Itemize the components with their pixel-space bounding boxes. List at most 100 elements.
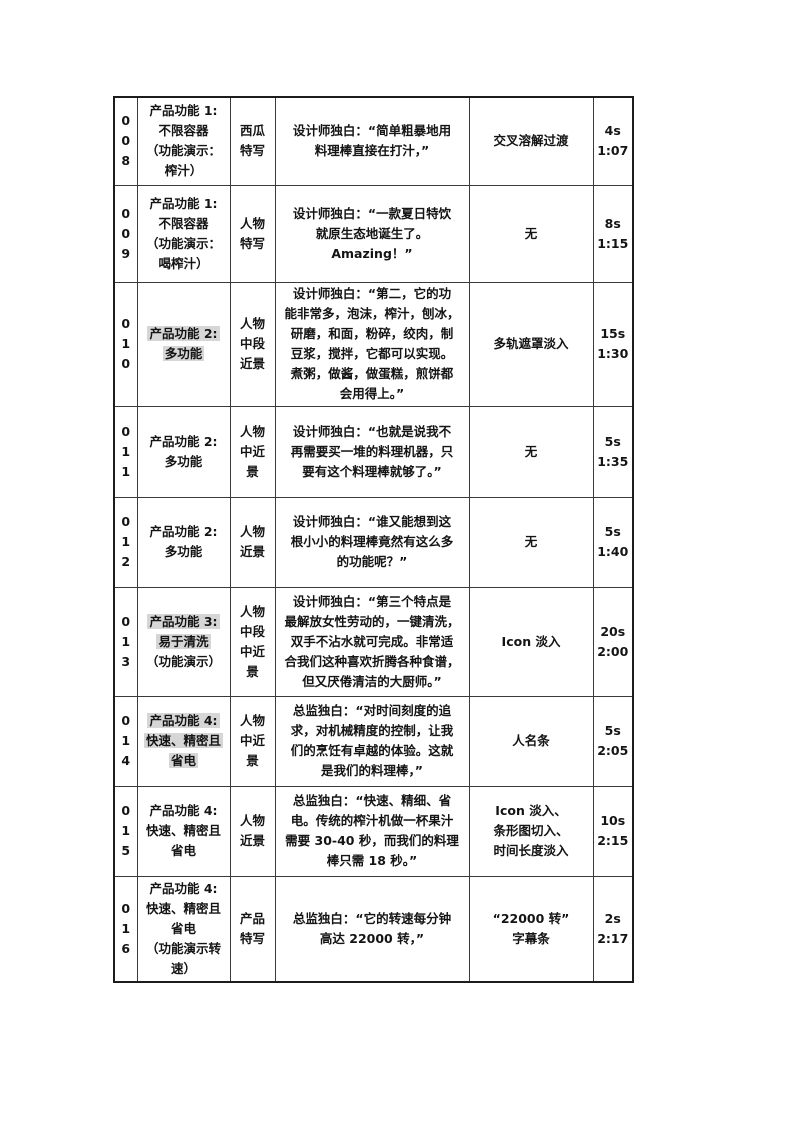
scene-text: 省电 (170, 920, 196, 936)
table-row: 0 1 0 产品功能 2: 多功能 人物 中段 近景 设计师独白：“第二，它的功 能非常… (113, 281, 634, 407)
cell-dialogue: 设计师独白：“简单粗暴地用 料理棒直接在打汁，” (274, 96, 470, 186)
cell-timing: 15s 1:30 (592, 281, 634, 407)
cell-transition: “22000 转” 字幕条 (468, 875, 594, 983)
scene-text: 喝榨汁） (158, 255, 209, 271)
scene-line: 榨汁） (141, 161, 227, 181)
scene-text: 不限容器 (158, 123, 209, 139)
scene-text: 快速、精密且 (145, 900, 221, 916)
scene-text: 产品功能 2: (149, 524, 218, 539)
cell-scene-content: 产品功能 1: 不限容器 （功能演示： 喝榨汁） (136, 184, 231, 283)
cell-scene-content: 产品功能 4: 快速、精密且 省电 (136, 785, 231, 877)
scene-text: 榨汁） (164, 163, 203, 179)
cell-timing: 4s 1:07 (592, 96, 634, 186)
scene-line: 不限容器 (141, 214, 227, 234)
scene-line: 速） (141, 959, 227, 979)
highlighted-text: 产品功能 4: (147, 713, 220, 728)
cell-shot-type: 人物 中段 中近 景 (229, 586, 276, 697)
scene-line: 快速、精密且 (141, 899, 227, 919)
cell-shot-type: 人物 特写 (229, 184, 276, 283)
table-row: 0 1 6 产品功能 4: 快速、精密且 省电 （功能演示转速） 产品 特写 总监独白：“它… (113, 875, 634, 983)
cell-timing: 20s 2:00 (592, 586, 634, 697)
scene-line: 多功能 (141, 344, 227, 364)
table-row: 0 1 2 产品功能 2: 多功能 人物 近景 设计师独白：“谁又能想到这 根小小的料理… (113, 496, 634, 588)
cell-shot-type: 西瓜 特写 (229, 96, 276, 186)
cell-shot-number: 0 1 0 (113, 281, 138, 407)
scene-line: 省电 (141, 919, 227, 939)
cell-timing: 5s 1:35 (592, 405, 634, 498)
scene-line: 多功能 (141, 452, 227, 472)
table-row: 0 0 8 产品功能 1: 不限容器 （功能演示： 榨汁） 西瓜 特写 设计师独白：“简单粗… (113, 96, 634, 186)
cell-scene-content: 产品功能 3: 易于清洗 （功能演示） (136, 586, 231, 697)
scene-line: 产品功能 4: (141, 879, 227, 899)
scene-text: 省电 (170, 843, 196, 858)
cell-scene-content: 产品功能 1: 不限容器 （功能演示： 榨汁） (136, 96, 231, 186)
scene-text: 产品功能 1: (149, 103, 218, 119)
cell-dialogue: 总监独白：“快速、精细、省 电。传统的榨汁机做一杯果汁 需要 30-40 秒，而… (274, 785, 470, 877)
table-row: 0 1 3 产品功能 3: 易于清洗 （功能演示） 人物 中段 中近 景设计师独白：“第… (113, 586, 634, 697)
scene-text: （功能演示： (145, 235, 221, 251)
cell-transition: 人名条 (468, 695, 594, 787)
highlighted-text: 多功能 (162, 346, 205, 361)
scene-line: 快速、精密且 (141, 731, 227, 751)
scene-text: 多功能 (164, 453, 203, 469)
scene-line: 产品功能 1: (141, 101, 227, 121)
cell-timing: 10s 2:15 (592, 785, 634, 877)
cell-scene-content: 产品功能 2: 多功能 (136, 405, 231, 498)
cell-shot-number: 0 1 4 (113, 695, 138, 787)
scene-text: 不限容器 (158, 215, 209, 231)
cell-transition: Icon 淡入 (468, 586, 594, 697)
table-row: 0 1 4 产品功能 4: 快速、精密且 省电 人物 中近 景总监独白：“对时间刻度的追… (113, 695, 634, 787)
cell-scene-content: 产品功能 2: 多功能 (136, 496, 231, 588)
cell-transition: 交叉溶解过渡 (468, 96, 594, 186)
cell-dialogue: 设计师独白：“谁又能想到这 根小小的料理棒竟然有这么多 的功能呢？” (274, 496, 470, 588)
cell-dialogue: 总监独白：“对时间刻度的追 求，对机械精度的控制，让我 们的烹饪有卓越的体验。这… (274, 695, 470, 787)
cell-shot-type: 人物 中段 近景 (229, 281, 276, 407)
highlighted-text: 产品功能 3: (147, 613, 220, 629)
highlighted-text: 易于清洗 (156, 633, 211, 649)
scene-line: 不限容器 (141, 121, 227, 141)
scene-text: （功能演示转 (145, 940, 221, 956)
cell-shot-type: 产品 特写 (229, 875, 276, 983)
cell-timing: 2s 2:17 (592, 875, 634, 983)
scene-line: （功能演示） (141, 652, 227, 672)
scene-text: （功能演示） (145, 653, 221, 669)
cell-shot-number: 0 1 1 (113, 405, 138, 498)
highlighted-text: 快速、精密且 (143, 733, 223, 748)
cell-shot-number: 0 1 6 (113, 875, 138, 983)
cell-scene-content: 产品功能 2: 多功能 (136, 281, 231, 407)
cell-dialogue: 设计师独白：“一款夏日特饮 就原生态地诞生了。 Amazing！” (274, 184, 470, 283)
scene-line: （功能演示转 (141, 939, 227, 959)
scene-text: 多功能 (164, 544, 203, 559)
cell-dialogue: 设计师独白：“第二，它的功 能非常多，泡沫，榨汁，刨冰， 研磨，和面，粉碎，绞肉… (274, 281, 470, 407)
cell-transition: 无 (468, 405, 594, 498)
cell-transition: 多轨遮罩淡入 (468, 281, 594, 407)
highlighted-text: 产品功能 2: (147, 326, 220, 341)
cell-timing: 5s 2:05 (592, 695, 634, 787)
scene-line: 省电 (141, 841, 227, 861)
scene-line: 产品功能 4: (141, 711, 227, 731)
scene-text: 产品功能 1: (149, 195, 218, 211)
cell-transition: 无 (468, 184, 594, 283)
cell-scene-content: 产品功能 4: 快速、精密且 省电 (136, 695, 231, 787)
scene-line: （功能演示： (141, 234, 227, 254)
cell-shot-type: 人物 近景 (229, 785, 276, 877)
cell-dialogue: 设计师独白：“第三个特点是 最解放女性劳动的，一键清洗， 双手不沾水就可完成。非… (274, 586, 470, 697)
cell-dialogue: 总监独白：“它的转速每分钟 高达 22000 转，” (274, 875, 470, 983)
cell-timing: 8s 1:15 (592, 184, 634, 283)
scene-line: 产品功能 2: (141, 432, 227, 452)
cell-shot-number: 0 1 3 (113, 586, 138, 697)
cell-dialogue: 设计师独白：“也就是说我不 再需要买一堆的料理机器，只 要有这个料理棒就够了。” (274, 405, 470, 498)
scene-line: 产品功能 3: (141, 612, 227, 632)
scene-line: 多功能 (141, 542, 227, 562)
scene-line: 快速、精密且 (141, 821, 227, 841)
cell-shot-type: 人物 中近 景 (229, 405, 276, 498)
scene-text: 快速、精密且 (145, 823, 221, 838)
scene-text: （功能演示： (145, 143, 221, 159)
cell-scene-content: 产品功能 4: 快速、精密且 省电 （功能演示转速） (136, 875, 231, 983)
scene-text: 产品功能 2: (149, 433, 218, 449)
cell-timing: 5s 1:40 (592, 496, 634, 588)
table-row: 0 1 1 产品功能 2: 多功能 人物 中近 景设计师独白：“也就是说我不 再需要买… (113, 405, 634, 498)
scene-line: 易于清洗 (141, 632, 227, 652)
scene-line: 产品功能 1: (141, 194, 227, 214)
